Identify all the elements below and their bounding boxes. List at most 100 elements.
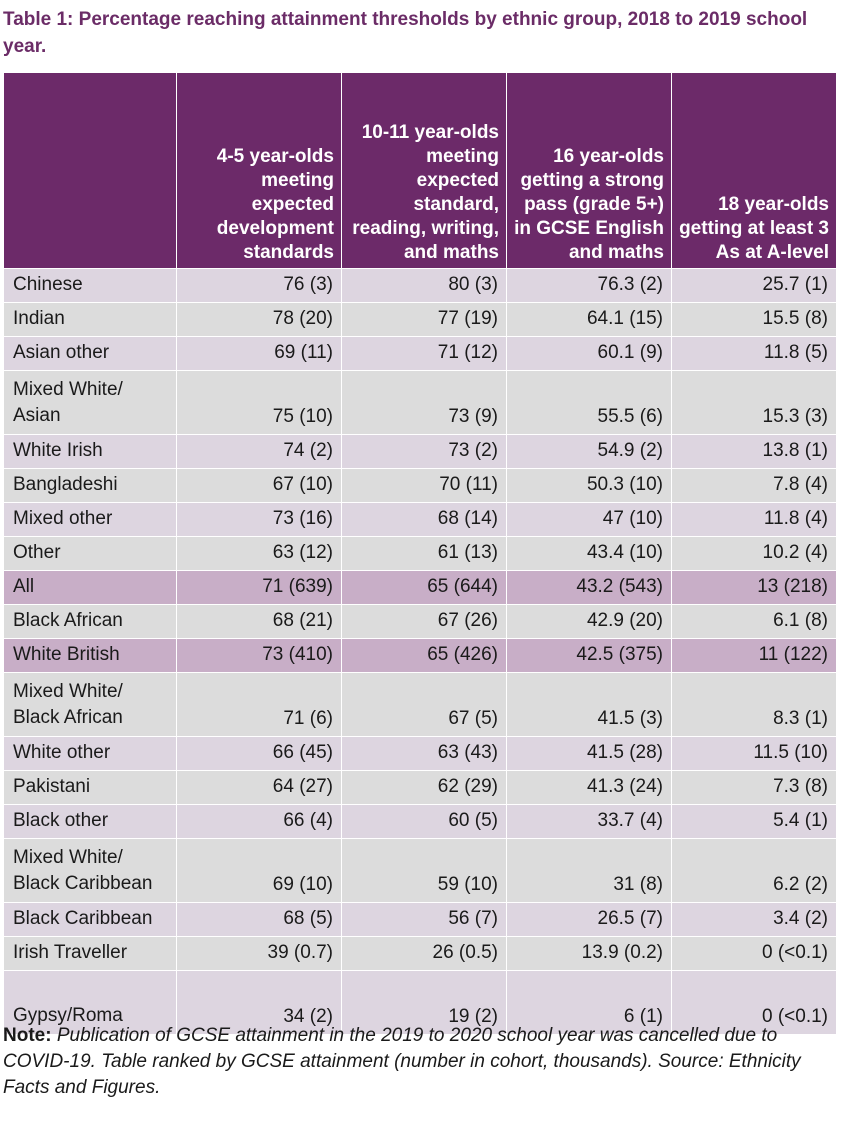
value-cell: 13.9 (0.2) xyxy=(506,935,672,971)
value-cell: 62 (29) xyxy=(341,769,507,805)
table-row: Indian 78 (20) 77 (19) 64.1 (15) 15.5 (8) xyxy=(3,301,837,337)
attainment-table: 4-5 year-olds meeting expected developme… xyxy=(3,73,837,1035)
table-row: Bangladeshi 67 (10) 70 (11) 50.3 (10) 7.8 (4… xyxy=(3,467,837,503)
ethnic-group-cell: Chinese xyxy=(3,267,177,303)
value-cell: 71 (639) xyxy=(176,569,342,605)
value-cell: 68 (14) xyxy=(341,501,507,537)
value-cell: 76 (3) xyxy=(176,267,342,303)
value-cell: 73 (410) xyxy=(176,637,342,673)
value-cell: 67 (5) xyxy=(341,671,507,737)
value-cell: 11 (122) xyxy=(671,637,837,673)
header-age-4-5: 4-5 year-olds meeting expected developme… xyxy=(176,73,342,268)
value-cell: 67 (10) xyxy=(176,467,342,503)
value-cell: 13 (218) xyxy=(671,569,837,605)
value-cell: 15.5 (8) xyxy=(671,301,837,337)
value-cell: 39 (0.7) xyxy=(176,935,342,971)
table-row: Black Caribbean 68 (5) 56 (7) 26.5 (7) 3.4 (… xyxy=(3,901,837,937)
header-row: 4-5 year-olds meeting expected developme… xyxy=(3,73,837,268)
table-row: Asian other 69 (11) 71 (12) 60.1 (9) 11.8 (5… xyxy=(3,335,837,371)
value-cell: 68 (5) xyxy=(176,901,342,937)
header-age-16-gcse: 16 year-olds getting a strong pass (grad… xyxy=(506,73,672,268)
value-cell: 71 (6) xyxy=(176,671,342,737)
value-cell: 77 (19) xyxy=(341,301,507,337)
ethnic-group-cell: Pakistani xyxy=(3,769,177,805)
note-text: Publication of GCSE attainment in the 20… xyxy=(3,1025,801,1098)
value-cell: 25.7 (1) xyxy=(671,267,837,303)
value-cell: 60.1 (9) xyxy=(506,335,672,371)
value-cell: 19 (2) xyxy=(341,969,507,1035)
value-cell: 41.5 (3) xyxy=(506,671,672,737)
value-cell: 3.4 (2) xyxy=(671,901,837,937)
value-cell: 73 (2) xyxy=(341,433,507,469)
ethnic-group-cell: White British xyxy=(3,637,177,673)
table-row: Black African 68 (21) 67 (26) 42.9 (20) 6.1 … xyxy=(3,603,837,639)
value-cell: 66 (45) xyxy=(176,735,342,771)
ethnic-group-cell: Other xyxy=(3,535,177,571)
value-cell: 0 (<0.1) xyxy=(671,935,837,971)
ethnic-group-cell: Mixed White/ Asian xyxy=(3,369,177,435)
note-label: Note: xyxy=(3,1025,52,1046)
value-cell: 11.8 (5) xyxy=(671,335,837,371)
table-body: Chinese 76 (3) 80 (3) 76.3 (2) 25.7 (1) India… xyxy=(3,267,837,1035)
ethnic-group-cell: Black other xyxy=(3,803,177,839)
table-row: Mixed White/ Black African 71 (6) 67 (5) 41… xyxy=(3,671,837,737)
value-cell: 68 (21) xyxy=(176,603,342,639)
value-cell: 42.5 (375) xyxy=(506,637,672,673)
value-cell: 33.7 (4) xyxy=(506,803,672,839)
ethnic-group-cell: Asian other xyxy=(3,335,177,371)
ethnic-group-cell: Gypsy/Roma xyxy=(3,969,177,1035)
value-cell: 5.4 (1) xyxy=(671,803,837,839)
table-row: Pakistani 64 (27) 62 (29) 41.3 (24) 7.3 (8) xyxy=(3,769,837,805)
value-cell: 70 (11) xyxy=(341,467,507,503)
table-row: Mixed White/ Asian 75 (10) 73 (9) 55.5 (6) 1… xyxy=(3,369,837,435)
table-row: Mixed other 73 (16) 68 (14) 47 (10) 11.8 (4) xyxy=(3,501,837,537)
value-cell: 63 (43) xyxy=(341,735,507,771)
table-note: Note: Publication of GCSE attainment in … xyxy=(3,1023,838,1101)
table-row: White British 73 (410) 65 (426) 42.5 (375) 1… xyxy=(3,637,837,673)
value-cell: 10.2 (4) xyxy=(671,535,837,571)
value-cell: 73 (16) xyxy=(176,501,342,537)
value-cell: 7.3 (8) xyxy=(671,769,837,805)
table-row: All 71 (639) 65 (644) 43.2 (543) 13 (218) xyxy=(3,569,837,605)
value-cell: 80 (3) xyxy=(341,267,507,303)
value-cell: 7.8 (4) xyxy=(671,467,837,503)
value-cell: 11.8 (4) xyxy=(671,501,837,537)
value-cell: 47 (10) xyxy=(506,501,672,537)
table-row: Other 63 (12) 61 (13) 43.4 (10) 10.2 (4) xyxy=(3,535,837,571)
value-cell: 64.1 (15) xyxy=(506,301,672,337)
value-cell: 43.2 (543) xyxy=(506,569,672,605)
value-cell: 76.3 (2) xyxy=(506,267,672,303)
value-cell: 75 (10) xyxy=(176,369,342,435)
value-cell: 65 (644) xyxy=(341,569,507,605)
value-cell: 63 (12) xyxy=(176,535,342,571)
value-cell: 11.5 (10) xyxy=(671,735,837,771)
ethnic-group-cell: White Irish xyxy=(3,433,177,469)
value-cell: 67 (26) xyxy=(341,603,507,639)
table-row: Mixed White/ Black Caribbean 69 (10) 59 (1… xyxy=(3,837,837,903)
value-cell: 65 (426) xyxy=(341,637,507,673)
table-row: White Irish 74 (2) 73 (2) 54.9 (2) 13.8 (1) xyxy=(3,433,837,469)
ethnic-group-cell: Mixed White/ Black Caribbean xyxy=(3,837,177,903)
ethnic-group-cell: Black Caribbean xyxy=(3,901,177,937)
header-age-18-alevel: 18 year-olds getting at least 3 As at A-… xyxy=(671,73,837,268)
value-cell: 55.5 (6) xyxy=(506,369,672,435)
value-cell: 64 (27) xyxy=(176,769,342,805)
value-cell: 41.5 (28) xyxy=(506,735,672,771)
value-cell: 78 (20) xyxy=(176,301,342,337)
value-cell: 73 (9) xyxy=(341,369,507,435)
value-cell: 69 (11) xyxy=(176,335,342,371)
value-cell: 26.5 (7) xyxy=(506,901,672,937)
ethnic-group-cell: Mixed other xyxy=(3,501,177,537)
ethnic-group-cell: Black African xyxy=(3,603,177,639)
value-cell: 50.3 (10) xyxy=(506,467,672,503)
value-cell: 31 (8) xyxy=(506,837,672,903)
value-cell: 13.8 (1) xyxy=(671,433,837,469)
value-cell: 71 (12) xyxy=(341,335,507,371)
table-row: Irish Traveller 39 (0.7) 26 (0.5) 13.9 (0.2… xyxy=(3,935,837,971)
value-cell: 66 (4) xyxy=(176,803,342,839)
value-cell: 43.4 (10) xyxy=(506,535,672,571)
value-cell: 54.9 (2) xyxy=(506,433,672,469)
value-cell: 0 (<0.1) xyxy=(671,969,837,1035)
value-cell: 61 (13) xyxy=(341,535,507,571)
value-cell: 69 (10) xyxy=(176,837,342,903)
